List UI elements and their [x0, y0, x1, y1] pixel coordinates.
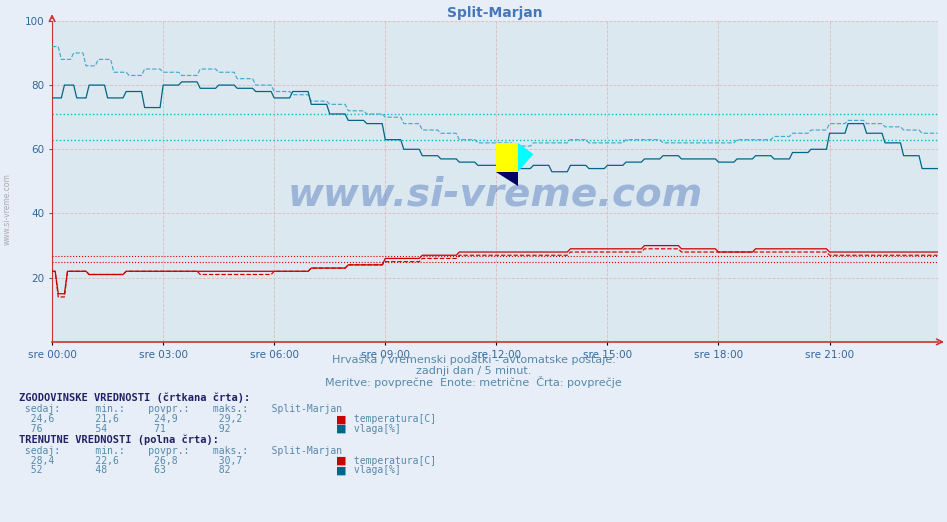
- Text: www.si-vreme.com: www.si-vreme.com: [287, 175, 703, 213]
- Text: www.si-vreme.com: www.si-vreme.com: [3, 173, 12, 245]
- Text: 52         48        63         82: 52 48 63 82: [19, 466, 230, 476]
- Text: ■: ■: [336, 414, 347, 424]
- Text: ■: ■: [336, 456, 347, 466]
- Text: ZGODOVINSKE VREDNOSTI (črtkana črta):: ZGODOVINSKE VREDNOSTI (črtkana črta):: [19, 393, 250, 403]
- Text: sedaj:      min.:    povpr.:    maks.:    Split-Marjan: sedaj: min.: povpr.: maks.: Split-Marjan: [19, 446, 342, 456]
- Text: zadnji dan / 5 minut.: zadnji dan / 5 minut.: [416, 366, 531, 376]
- Text: ■: ■: [336, 424, 347, 434]
- Text: Hrvaška / vremenski podatki - avtomatske postaje.: Hrvaška / vremenski podatki - avtomatske…: [331, 354, 616, 365]
- Text: 76         54        71         92: 76 54 71 92: [19, 424, 230, 434]
- Text: Meritve: povprečne  Enote: metrične  Črta: povprečje: Meritve: povprečne Enote: metrične Črta:…: [325, 376, 622, 388]
- Polygon shape: [518, 143, 533, 172]
- Polygon shape: [496, 172, 518, 186]
- Text: vlaga[%]: vlaga[%]: [348, 466, 402, 476]
- Text: TRENUTNE VREDNOSTI (polna črta):: TRENUTNE VREDNOSTI (polna črta):: [19, 434, 219, 445]
- Text: sedaj:      min.:    povpr.:    maks.:    Split-Marjan: sedaj: min.: povpr.: maks.: Split-Marjan: [19, 405, 342, 414]
- Text: temperatura[C]: temperatura[C]: [348, 414, 437, 424]
- Text: 28,4       22,6      26,8       30,7: 28,4 22,6 26,8 30,7: [19, 456, 242, 466]
- Text: temperatura[C]: temperatura[C]: [348, 456, 437, 466]
- Title: Split-Marjan: Split-Marjan: [447, 6, 543, 20]
- Text: 24,6       21,6      24,9       29,2: 24,6 21,6 24,9 29,2: [19, 414, 242, 424]
- Text: ■: ■: [336, 466, 347, 476]
- Bar: [496, 143, 518, 172]
- Text: vlaga[%]: vlaga[%]: [348, 424, 402, 434]
